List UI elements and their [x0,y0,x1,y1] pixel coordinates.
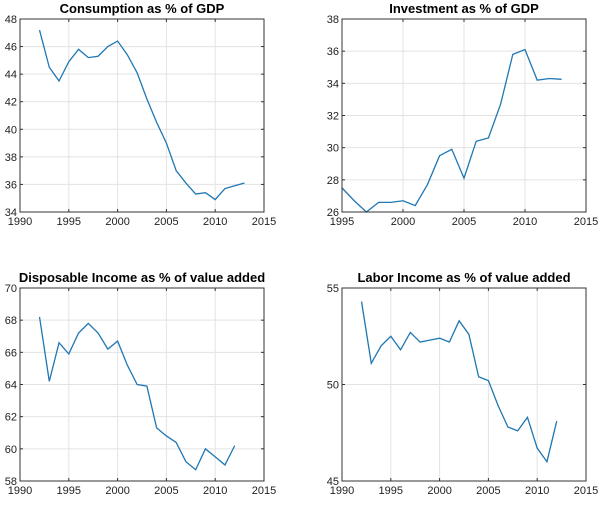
y-tick-label: 38 [327,14,339,26]
series-line-1 [341,48,562,213]
y-tick-label: 50 [327,380,339,392]
chart-title: Disposable Income as % of value added [19,270,265,285]
y-tick-label: 40 [5,124,17,136]
x-tick-label: 1990 [8,216,32,228]
x-tick-label: 1995 [379,485,403,497]
plot-area-frame [19,18,265,213]
x-tick-label: 1995 [57,216,81,228]
x-tick-label: 2000 [427,485,451,497]
y-tick-label: 48 [5,14,17,26]
x-tick-label: 2005 [476,485,500,497]
y-tick-label: 28 [327,175,339,187]
y-tick-label: 26 [327,207,339,219]
y-tick-label: 36 [327,46,339,58]
y-tick-label: 42 [5,97,17,109]
x-tick-label: 2015 [252,216,276,228]
x-tick-label: 2010 [513,216,537,228]
chart-title: Investment as % of GDP [389,1,539,16]
x-tick-label: 2005 [452,216,476,228]
chart-title: Labor Income as % of value added [357,270,570,285]
x-tick-label: 2005 [154,485,178,497]
y-tick-label: 58 [5,476,17,488]
chart-panel-2: 1995 2000 2005 2010 2015 26 28 30 32 34 36 38 Invest… [327,1,598,228]
chart-panel-4: 1990 1995 2000 2005 2010 2015 45 50 55 Labor Inco… [327,270,598,497]
y-tick-label: 32 [327,111,339,123]
series-line-1 [38,316,236,471]
chart-panel-1: 1990 1995 2000 2005 2010 2015 34 36 38 40 42 44 46 48… [5,1,276,228]
y-tick-label: 60 [5,444,17,456]
chart-panel-3: 1990 1995 2000 2005 2010 2015 58 60 62 64 66 68 70Di… [5,270,276,497]
y-tick-label: 55 [327,283,339,295]
x-tick-label: 2015 [252,485,276,497]
x-tick-label: 2010 [203,485,227,497]
y-tick-label: 62 [5,412,17,424]
x-tick-label: 1990 [330,485,354,497]
series-line-1 [360,301,558,464]
x-tick-label: 2010 [525,485,549,497]
y-tick-label: 66 [5,347,17,359]
y-tick-label: 44 [5,69,17,81]
y-tick-label: 30 [327,143,339,155]
x-tick-label: 1995 [57,485,81,497]
y-tick-label: 34 [5,207,17,219]
y-tick-label: 34 [327,78,339,90]
y-tick-label: 36 [5,179,17,191]
x-tick-label: 1995 [330,216,354,228]
y-tick-label: 64 [5,380,17,392]
x-tick-label: 1990 [8,485,32,497]
y-tick-label: 45 [327,476,339,488]
chart-title: Consumption as % of GDP [60,1,225,16]
x-tick-label: 2000 [105,216,129,228]
y-tick-label: 38 [5,152,17,164]
x-tick-label: 2000 [391,216,415,228]
y-tick-label: 46 [5,42,17,54]
series-line-1 [38,29,245,201]
x-tick-label: 2005 [154,216,178,228]
y-tick-label: 68 [5,315,17,327]
x-tick-label: 2010 [203,216,227,228]
x-tick-label: 2000 [105,485,129,497]
x-tick-label: 2015 [574,216,598,228]
x-tick-label: 2015 [574,485,598,497]
y-tick-label: 70 [5,283,17,295]
